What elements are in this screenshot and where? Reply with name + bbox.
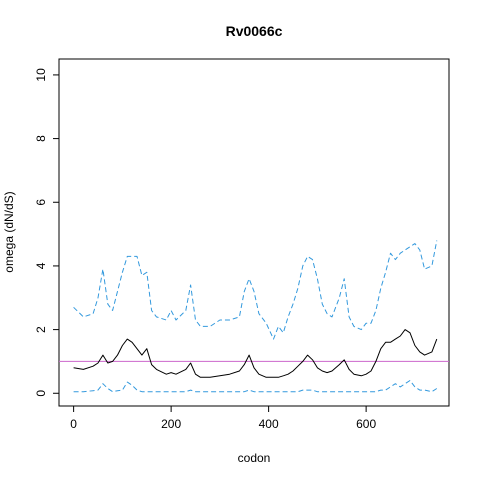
y-tick-label: 2 — [34, 326, 48, 333]
x-axis: 0 200 400 600 — [70, 405, 376, 431]
x-tick-label: 600 — [356, 417, 376, 431]
x-tick-label: 400 — [259, 417, 279, 431]
y-tick-label: 8 — [34, 135, 48, 142]
y-tick-label: 6 — [34, 199, 48, 206]
y-axis-label: omega (dN/dS) — [2, 191, 16, 272]
y-tick-label: 0 — [34, 390, 48, 397]
y-axis: 0 2 4 6 8 10 — [34, 68, 60, 397]
x-axis-label: codon — [238, 451, 271, 465]
x-tick-label: 0 — [70, 417, 77, 431]
y-tick-label: 4 — [34, 262, 48, 269]
series-line-mean — [73, 329, 438, 378]
series-line-lower — [73, 380, 438, 393]
y-tick-label: 10 — [34, 68, 48, 82]
series-line-upper — [73, 240, 438, 340]
series-group — [73, 240, 438, 393]
x-tick-label: 200 — [161, 417, 181, 431]
plot-frame — [58, 58, 450, 407]
chart-title: Rv0066c — [226, 23, 283, 39]
